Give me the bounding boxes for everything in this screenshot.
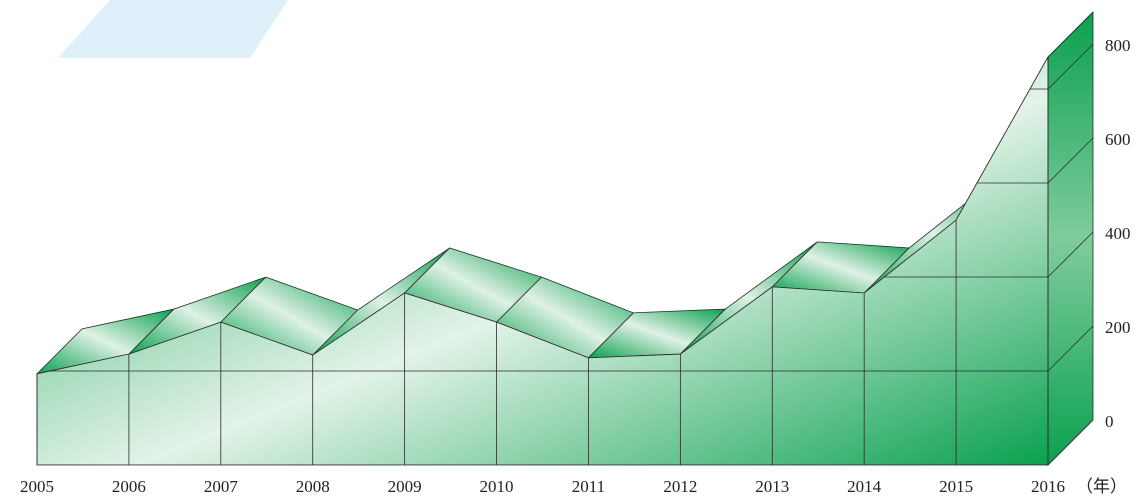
x-tick-label: 2015 xyxy=(939,477,973,496)
grid-line xyxy=(1047,43,1094,90)
grid-line xyxy=(1047,231,1094,278)
y-tick-label: 400 xyxy=(1105,224,1131,243)
y-tick-label: 600 xyxy=(1105,130,1131,149)
x-tick-label: 2012 xyxy=(663,477,697,496)
x-unit: （年） xyxy=(1076,477,1127,496)
x-tick-label: 2011 xyxy=(572,477,605,496)
x-tick-label: 2005 xyxy=(20,477,54,496)
x-tick-label: 2013 xyxy=(755,477,789,496)
x-tick-label: 2006 xyxy=(112,477,146,496)
x-tick-label: 2008 xyxy=(296,477,330,496)
y-tick-label: 200 xyxy=(1105,318,1131,337)
y-tick-label: 0 xyxy=(1105,412,1114,431)
plot: 0 200 400 600 800 2005 2006 2007 2008 2009 2010 201… xyxy=(20,11,1131,496)
x-tick-label: 2007 xyxy=(204,477,239,496)
grid-line xyxy=(1047,419,1094,466)
x-tick-label: 2009 xyxy=(388,477,422,496)
x-tick-label: 2014 xyxy=(847,477,882,496)
x-tick-label: 2016 xyxy=(1031,477,1065,496)
grid-line xyxy=(1047,137,1094,184)
grid-line xyxy=(1047,325,1094,372)
x-tick-label: 2010 xyxy=(480,477,514,496)
decoration xyxy=(58,0,288,58)
y-tick-label: 800 xyxy=(1105,36,1131,55)
